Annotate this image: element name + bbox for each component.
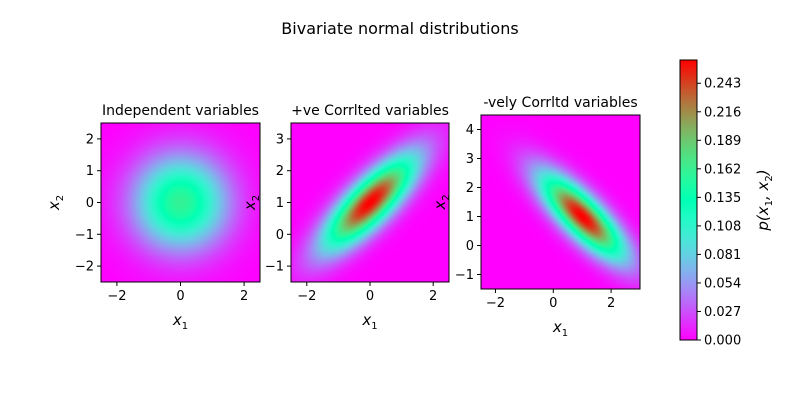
y-tick-label: 1 xyxy=(86,164,94,179)
colorbar-tick-label: 0.162 xyxy=(704,162,741,177)
x-axis-label-3: x1 xyxy=(552,318,568,339)
y-tick-label: −1 xyxy=(455,268,474,283)
y-tick-label: 0 xyxy=(466,239,474,254)
heatmap-panel-1: −2 0 2 −2 −1 0 1 2 Independent variables x1 x2 xyxy=(45,103,261,332)
y-tick-label: 1 xyxy=(276,196,284,211)
y-tick-label: 2 xyxy=(86,132,94,147)
colorbar-gradient xyxy=(680,60,697,340)
y-tick-label: 1 xyxy=(466,210,474,225)
x-tick-label: 0 xyxy=(176,289,184,304)
y-tick-label: −1 xyxy=(265,260,284,275)
figure-suptitle: Bivariate normal distributions xyxy=(281,19,518,38)
x-tick-label: 2 xyxy=(429,289,437,304)
heatmap-panel-3: −2 0 2 −1 0 1 2 3 4 -vely Corrltd variables x1 x2 xyxy=(431,95,641,339)
colorbar-tick-label: 0.054 xyxy=(704,276,741,291)
y-tick-label: 3 xyxy=(276,132,284,147)
panel-title-2: +ve Corrlted variables xyxy=(291,103,449,119)
y-tick-label: −1 xyxy=(75,228,94,243)
x-tick-label: 0 xyxy=(366,289,374,304)
density-image-2 xyxy=(291,123,449,282)
x-axis-label-1: x1 xyxy=(172,311,188,332)
colorbar: 0.000 0.027 0.054 0.081 0.108 0.135 0.162 0.189… xyxy=(679,59,775,349)
colorbar-tick-label: 0.108 xyxy=(704,219,741,234)
x-tick-label: 2 xyxy=(607,296,615,311)
x-tick-label: 2 xyxy=(240,289,248,304)
colorbar-tick-label: 0.243 xyxy=(704,77,741,92)
y-tick-label: 2 xyxy=(276,164,284,179)
colorbar-tick-label: 0.081 xyxy=(704,248,741,263)
x-axis-label-2: x1 xyxy=(361,311,377,332)
y-tick-label: 0 xyxy=(276,228,284,243)
panel-title-1: Independent variables xyxy=(102,103,259,119)
y-tick-label: 0 xyxy=(86,196,94,211)
axes-frame-3 xyxy=(480,114,641,290)
y-tick-label: 2 xyxy=(466,181,474,196)
colorbar-tick-label: 0.135 xyxy=(704,191,741,206)
density-image-1 xyxy=(101,123,260,282)
y-tick-label: 3 xyxy=(466,152,474,167)
x-tick-label: −2 xyxy=(107,289,126,304)
x-tick-label: 0 xyxy=(549,296,557,311)
x-tick-label: −2 xyxy=(486,296,505,311)
colorbar-tick-label: 0.027 xyxy=(704,305,741,320)
colorbar-label: p(x1, x2) xyxy=(754,169,775,231)
y-tick-label: 4 xyxy=(466,123,474,138)
y-axis-label-2: x2 xyxy=(241,195,262,211)
colorbar-tick-label: 0.216 xyxy=(704,105,741,120)
colorbar-frame xyxy=(679,59,698,341)
colorbar-tick-label: 0.000 xyxy=(704,334,741,349)
heatmap-panel-2: −2 0 2 −1 0 1 2 3 +ve Corrlted variables x1 x2 xyxy=(241,103,450,332)
y-tick-label: −2 xyxy=(75,260,94,275)
y-axis-label-1: x2 xyxy=(45,195,66,211)
x-tick-label: −2 xyxy=(297,289,316,304)
colorbar-tick-label: 0.189 xyxy=(704,134,741,149)
y-axis-label-3: x2 xyxy=(431,194,452,210)
density-image-3 xyxy=(481,115,640,289)
panel-title-3: -vely Corrltd variables xyxy=(483,95,637,111)
